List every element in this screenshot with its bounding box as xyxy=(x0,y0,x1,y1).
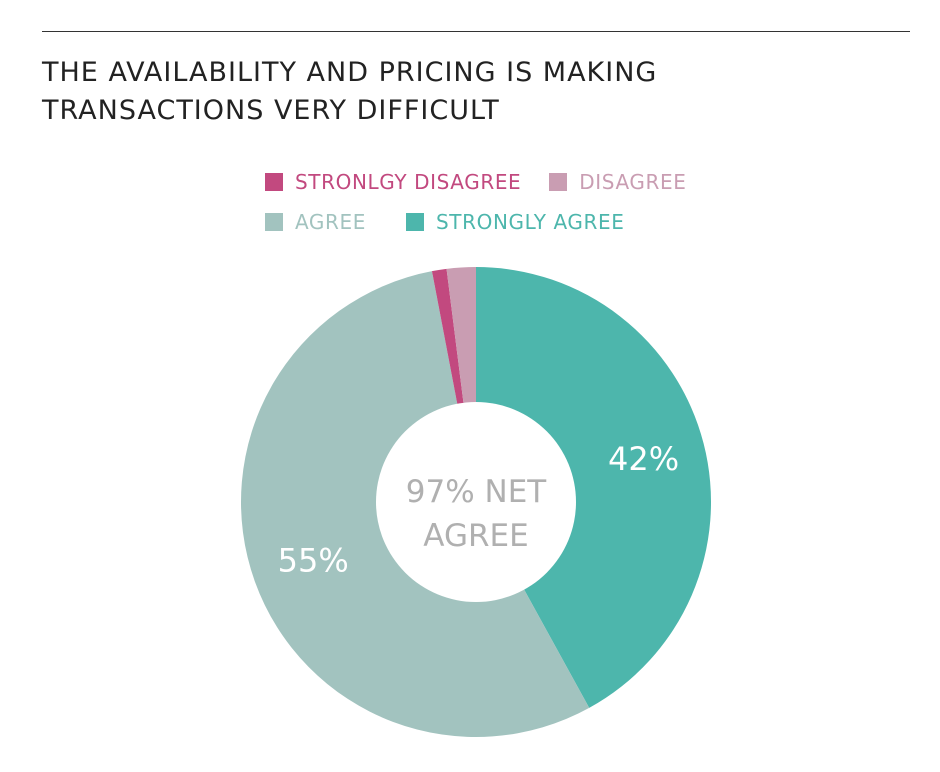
legend-swatch-agree xyxy=(265,213,283,231)
value-label-agree: 55% xyxy=(278,542,349,580)
legend-row-2: AGREE STRONGLY AGREE xyxy=(265,210,624,234)
legend-swatch-disagree xyxy=(549,173,568,191)
slice-strongly-agree xyxy=(476,267,711,708)
donut-hole xyxy=(376,402,576,602)
legend-label-disagree: DISAGREE xyxy=(579,170,687,194)
chart-title: THE AVAILABILITY AND PRICING IS MAKING T… xyxy=(42,57,658,126)
legend-item-strongly-disagree: STRONLGY DISAGREE xyxy=(265,170,521,194)
legend-item-strongly-agree: STRONGLY AGREE xyxy=(406,210,624,234)
legend-swatch-strongly-disagree xyxy=(265,173,283,191)
top-rule xyxy=(42,31,910,32)
center-label-line-2: AGREE xyxy=(423,518,528,554)
legend-item-disagree: DISAGREE xyxy=(549,170,686,194)
legend-label-strongly-agree: STRONGLY AGREE xyxy=(436,210,625,234)
legend-label-strongly-disagree: STRONLGY DISAGREE xyxy=(295,170,522,194)
legend-row-1: STRONLGY DISAGREE DISAGREE xyxy=(265,170,686,194)
donut-value-labels: 42% 55% xyxy=(278,440,679,580)
legend-label-agree: AGREE xyxy=(295,210,366,234)
legend-swatch-strongly-agree xyxy=(406,213,424,231)
legend-item-agree: AGREE xyxy=(265,210,366,234)
center-label-line-1: 97% NET xyxy=(406,474,548,510)
value-label-strongly-agree: 42% xyxy=(608,440,679,478)
